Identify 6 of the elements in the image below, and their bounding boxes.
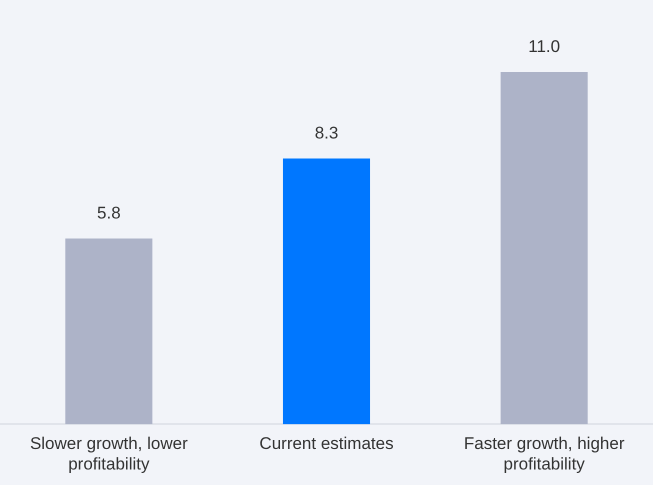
data-label: 5.8 <box>97 204 121 223</box>
data-label: 11.0 <box>528 37 560 56</box>
data-label: 8.3 <box>314 124 338 143</box>
x-tick-label: Current estimates <box>259 434 394 454</box>
x-tick-label: Faster growth, higher profitability <box>464 434 625 474</box>
x-tick-label: Slower growth, lower profitability <box>30 434 188 474</box>
